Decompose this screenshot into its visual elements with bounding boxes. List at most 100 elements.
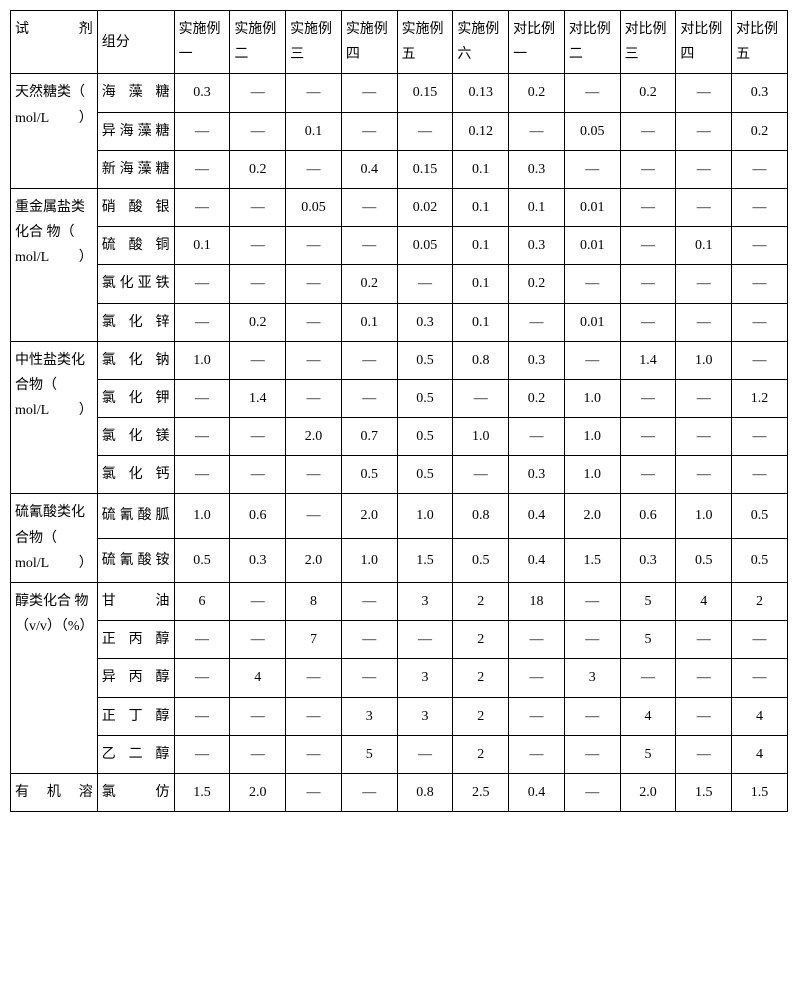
- data-cell: 1.4: [230, 379, 286, 417]
- data-cell: —: [676, 188, 732, 226]
- table-row: 硫酸铜0.1———0.050.10.30.01—0.1—: [11, 227, 788, 265]
- data-cell: 0.4: [509, 538, 565, 582]
- data-cell: 0.5: [397, 456, 453, 494]
- data-cell: 2.5: [453, 773, 509, 811]
- data-cell: 0.5: [174, 538, 230, 582]
- component-cell: 氯化亚铁: [97, 265, 174, 303]
- data-cell: 0.01: [564, 188, 620, 226]
- data-cell: —: [174, 188, 230, 226]
- data-cell: —: [564, 621, 620, 659]
- component-cell: 硫酸铜: [97, 227, 174, 265]
- data-cell: 0.5: [732, 538, 788, 582]
- data-cell: 4: [230, 659, 286, 697]
- data-cell: —: [230, 74, 286, 112]
- component-cell: 氯化钾: [97, 379, 174, 417]
- data-cell: 4: [676, 583, 732, 621]
- data-cell: 0.3: [230, 538, 286, 582]
- data-cell: —: [174, 621, 230, 659]
- data-cell: —: [732, 265, 788, 303]
- data-cell: 0.2: [620, 74, 676, 112]
- data-cell: —: [230, 227, 286, 265]
- data-cell: —: [341, 227, 397, 265]
- data-cell: 0.05: [397, 227, 453, 265]
- data-cell: —: [564, 697, 620, 735]
- data-cell: —: [230, 112, 286, 150]
- table-row: 天然糖类（ mol/L）海藻糖0.3———0.150.130.2—0.2—0.3: [11, 74, 788, 112]
- data-cell: 0.8: [453, 341, 509, 379]
- data-cell: —: [286, 697, 342, 735]
- header-col-9: 对比例四: [676, 11, 732, 74]
- data-cell: —: [620, 303, 676, 341]
- data-cell: 0.01: [564, 303, 620, 341]
- data-cell: —: [620, 188, 676, 226]
- header-component: 组分: [97, 11, 174, 74]
- data-cell: —: [397, 112, 453, 150]
- group-label-4: 醇类化合 物（v/v）（%）: [11, 583, 98, 774]
- data-cell: —: [453, 379, 509, 417]
- table-row: 氯化锌—0.2—0.10.30.1—0.01———: [11, 303, 788, 341]
- data-cell: —: [620, 150, 676, 188]
- component-cell: 硝酸银: [97, 188, 174, 226]
- data-cell: —: [564, 265, 620, 303]
- data-cell: —: [174, 418, 230, 456]
- data-cell: —: [564, 341, 620, 379]
- component-cell: 异丙醇: [97, 659, 174, 697]
- data-cell: —: [453, 456, 509, 494]
- data-cell: —: [286, 150, 342, 188]
- data-cell: —: [732, 418, 788, 456]
- data-cell: 0.1: [174, 227, 230, 265]
- component-cell: 氯化钙: [97, 456, 174, 494]
- data-cell: 0.1: [341, 303, 397, 341]
- data-cell: —: [230, 418, 286, 456]
- data-cell: —: [174, 303, 230, 341]
- data-cell: —: [676, 659, 732, 697]
- table-row: 硫氰酸类化合物（ mol/L）硫氰酸胍1.00.6—2.01.00.80.42.…: [11, 494, 788, 538]
- data-cell: —: [286, 456, 342, 494]
- data-cell: 2: [453, 583, 509, 621]
- data-cell: 1.5: [732, 773, 788, 811]
- data-cell: —: [230, 265, 286, 303]
- table-row: 新海藻糖—0.2—0.40.150.10.3————: [11, 150, 788, 188]
- data-cell: —: [564, 773, 620, 811]
- data-cell: —: [286, 265, 342, 303]
- data-cell: 2.0: [286, 418, 342, 456]
- component-cell: 硫氰酸胍: [97, 494, 174, 538]
- data-cell: 0.2: [341, 265, 397, 303]
- data-cell: 2.0: [564, 494, 620, 538]
- data-cell: —: [341, 379, 397, 417]
- data-cell: —: [509, 112, 565, 150]
- component-cell: 正丙醇: [97, 621, 174, 659]
- data-cell: —: [509, 659, 565, 697]
- data-cell: 1.0: [564, 456, 620, 494]
- component-cell: 乙二醇: [97, 735, 174, 773]
- header-col-6: 对比例一: [509, 11, 565, 74]
- table-row: 异海藻糖——0.1——0.12—0.05——0.2: [11, 112, 788, 150]
- data-cell: 0.2: [509, 74, 565, 112]
- data-cell: 2.0: [286, 538, 342, 582]
- data-cell: 1.0: [397, 494, 453, 538]
- data-cell: —: [732, 659, 788, 697]
- data-cell: —: [509, 697, 565, 735]
- header-col-0: 实施例一: [174, 11, 230, 74]
- data-cell: —: [397, 621, 453, 659]
- header-col-4: 实施例五: [397, 11, 453, 74]
- table-row: 氯化亚铁———0.2—0.10.2————: [11, 265, 788, 303]
- table-row: 氯化钾—1.4——0.5—0.21.0——1.2: [11, 379, 788, 417]
- data-cell: —: [286, 341, 342, 379]
- data-cell: 0.4: [341, 150, 397, 188]
- data-cell: —: [676, 74, 732, 112]
- data-cell: —: [676, 697, 732, 735]
- data-cell: 0.3: [509, 456, 565, 494]
- data-cell: 0.1: [453, 188, 509, 226]
- data-cell: 1.0: [174, 341, 230, 379]
- data-cell: 0.4: [509, 773, 565, 811]
- data-cell: 0.5: [732, 494, 788, 538]
- data-cell: 0.5: [341, 456, 397, 494]
- data-cell: 0.3: [397, 303, 453, 341]
- component-cell: 新海藻糖: [97, 150, 174, 188]
- data-cell: 1.5: [174, 773, 230, 811]
- data-cell: 2: [453, 697, 509, 735]
- data-cell: —: [174, 456, 230, 494]
- data-cell: —: [509, 735, 565, 773]
- data-cell: —: [676, 621, 732, 659]
